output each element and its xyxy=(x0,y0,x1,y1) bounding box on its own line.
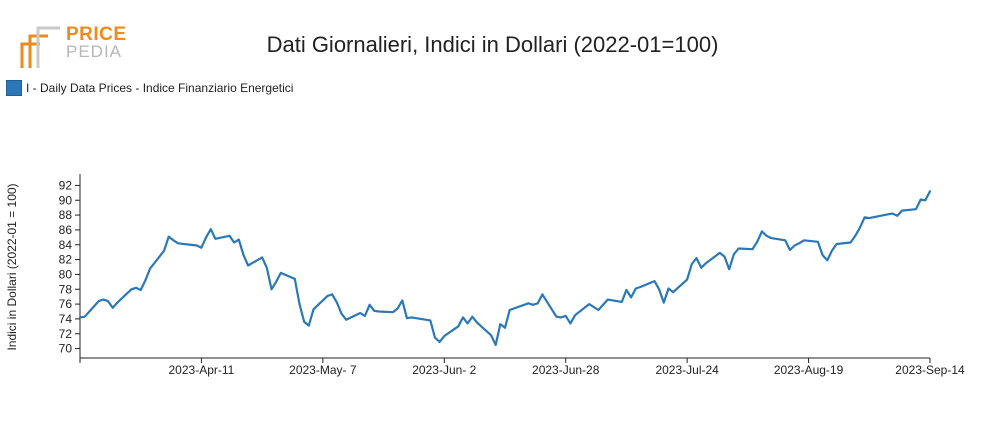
x-tick-label: 2023-Jun- 2 xyxy=(412,363,476,377)
x-axis: 2023-Apr-11 2023-May- 7 2023-Jun- 2 2023-Ju… xyxy=(79,357,965,377)
chart-title: Dati Giornalieri, Indici in Dollari (202… xyxy=(266,32,719,57)
x-tick-label: 2023-May- 7 xyxy=(289,363,357,377)
x-tick-label: 2023-Sep-14 xyxy=(895,363,965,377)
y-tick-label: 70 xyxy=(59,342,73,356)
y-tick-label: 88 xyxy=(59,208,73,222)
chart-legend[interactable]: I - Daily Data Prices - Indice Finanziar… xyxy=(6,80,293,96)
legend-label: I - Daily Data Prices - Indice Finanziar… xyxy=(26,81,294,95)
x-tick-label: 2023-Aug-19 xyxy=(774,363,844,377)
legend-swatch xyxy=(6,80,22,96)
y-axis-title: Indici in Dollari (2022-01 = 100) xyxy=(5,183,19,350)
logo-text-pedia: PEDIA xyxy=(66,42,123,61)
y-tick-label: 72 xyxy=(59,327,73,341)
logo-text-price: PRICE xyxy=(66,24,127,45)
y-tick-label: 74 xyxy=(59,312,73,326)
x-tick-label: 2023-Apr-11 xyxy=(169,363,235,377)
x-tick-label: 2023-Jul-24 xyxy=(655,363,719,377)
y-tick-label: 84 xyxy=(59,238,73,252)
y-tick-label: 90 xyxy=(59,193,73,207)
y-tick-label: 76 xyxy=(59,297,73,311)
y-tick-label: 82 xyxy=(59,253,73,267)
series-line xyxy=(78,190,932,346)
y-tick-label: 80 xyxy=(59,267,73,281)
pricepedia-logo: PRICE PEDIA xyxy=(18,22,128,70)
x-tick-label: 2023-Jun-28 xyxy=(532,363,600,377)
y-tick-label: 86 xyxy=(59,223,73,237)
logo-mark-icon xyxy=(20,26,60,68)
y-tick-label: 92 xyxy=(59,178,73,192)
y-tick-label: 78 xyxy=(59,282,73,296)
